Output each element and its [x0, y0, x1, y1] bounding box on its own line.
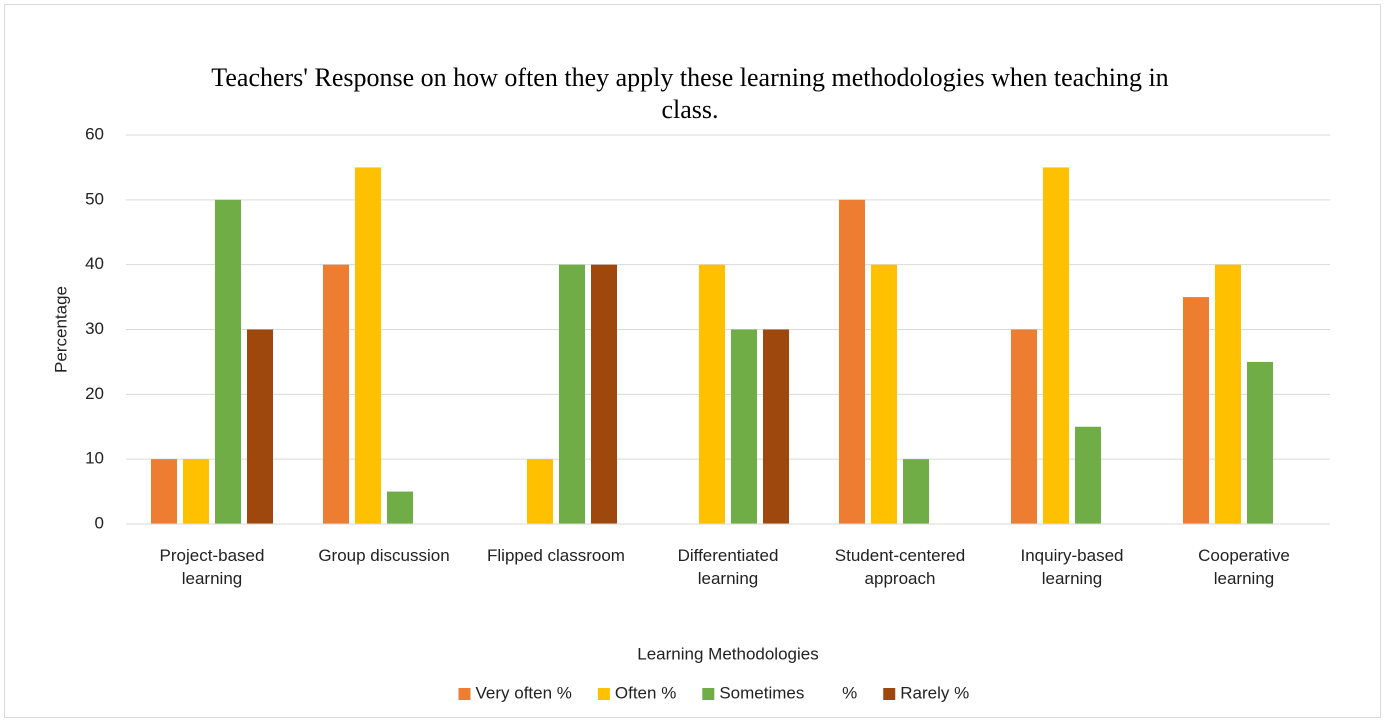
- bar: [731, 329, 757, 524]
- bar: [559, 264, 585, 524]
- bar: [151, 459, 177, 524]
- bar: [1011, 329, 1037, 524]
- x-tick-label: Inquiry-based learning: [1020, 546, 1124, 588]
- bar: [1247, 361, 1273, 524]
- bar: [1183, 297, 1209, 524]
- legend-label: Sometimes %: [719, 683, 857, 702]
- legend-label: Very often %: [476, 683, 572, 702]
- bar: [1043, 167, 1069, 524]
- x-tick-label: Cooperative learning: [1198, 546, 1290, 588]
- legend-label: Rarely %: [900, 683, 969, 702]
- bar: [527, 459, 553, 524]
- bar: [591, 264, 617, 524]
- bar: [183, 459, 209, 524]
- bar: [763, 329, 789, 524]
- bar: [903, 459, 929, 524]
- y-tick-label: 60: [85, 124, 104, 143]
- bar: [839, 199, 865, 525]
- bar: [1215, 264, 1241, 524]
- y-tick-label: 50: [85, 189, 104, 208]
- bar: [1075, 426, 1101, 524]
- legend-swatch: [458, 688, 471, 700]
- legend-swatch: [597, 688, 610, 700]
- x-tick-label: Flipped classroom: [487, 546, 625, 565]
- legend-label: Often %: [615, 683, 676, 702]
- y-tick-label: 20: [85, 384, 104, 403]
- y-tick-label: 0: [95, 513, 104, 532]
- bar: [247, 329, 273, 524]
- chart-title: Teachers' Response on how often they app…: [211, 63, 1169, 124]
- y-tick-label: 40: [85, 254, 104, 273]
- y-tick-label: 30: [85, 319, 104, 338]
- y-axis-title: Percentage: [51, 286, 70, 373]
- x-axis-title: Learning Methodologies: [637, 644, 818, 663]
- x-tick-label: Differentiated learning: [677, 546, 779, 588]
- bar: [323, 264, 349, 524]
- x-tick-label: Project-based learning: [159, 546, 265, 588]
- bar: [215, 199, 241, 525]
- y-tick-label: 10: [85, 449, 104, 468]
- x-tick-label: Student-centered approach: [834, 546, 966, 588]
- x-tick-label: Group discussion: [318, 546, 450, 565]
- bar: [871, 264, 897, 524]
- legend-swatch: [702, 688, 715, 700]
- legend-swatch: [883, 688, 896, 700]
- bar: [699, 264, 725, 524]
- bar: [355, 167, 381, 524]
- bar: [387, 491, 413, 524]
- chart-frame: [4, 4, 1381, 718]
